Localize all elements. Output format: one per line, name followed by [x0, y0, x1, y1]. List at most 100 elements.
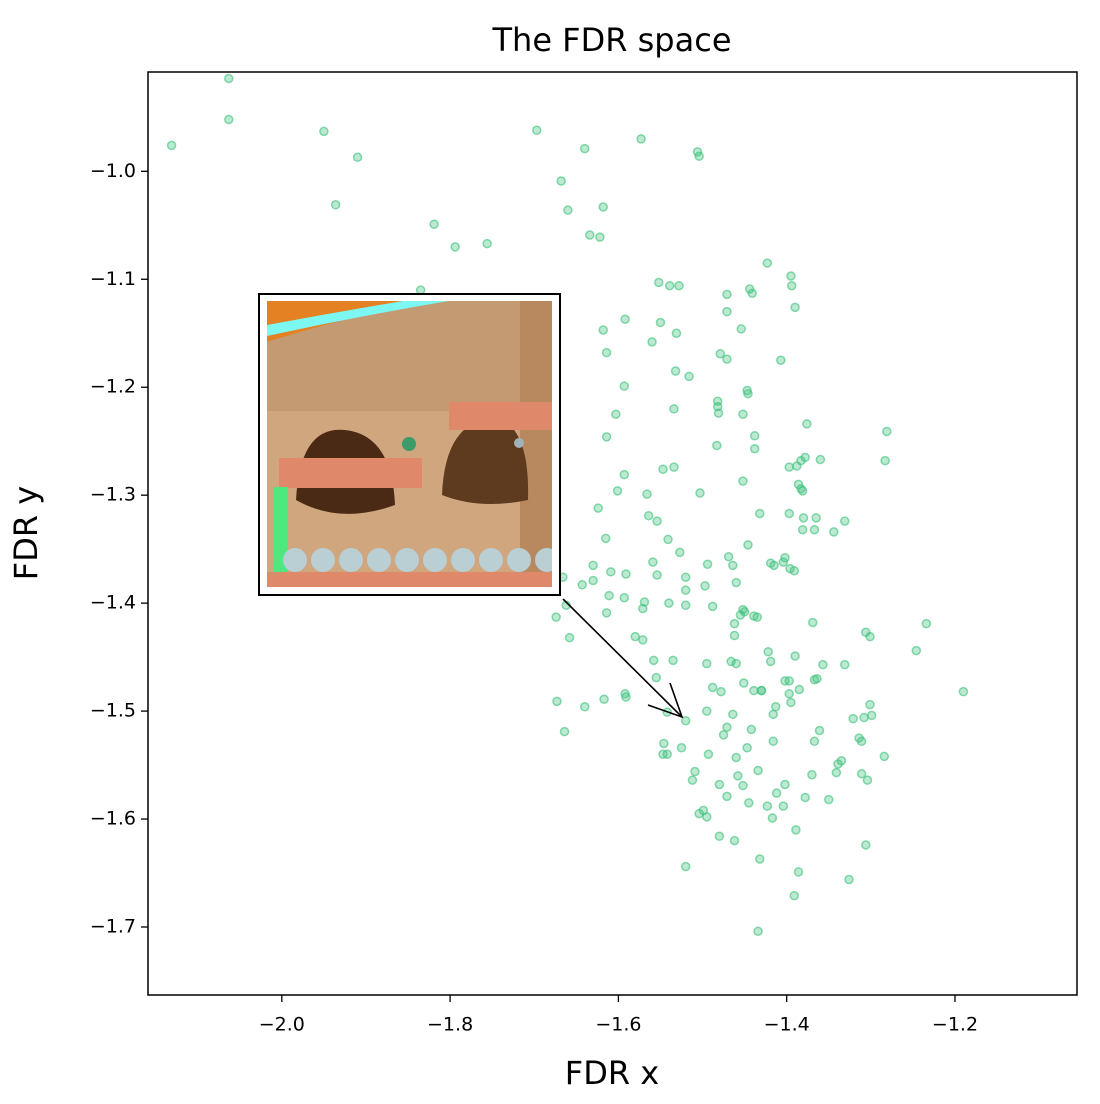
- point: [654, 277, 664, 288]
- point: [797, 486, 808, 496]
- point: [224, 73, 234, 84]
- x-tick-label: −1.8: [427, 1014, 473, 1036]
- point: [793, 867, 804, 877]
- point: [786, 271, 796, 281]
- point: [621, 569, 631, 579]
- point: [680, 572, 691, 582]
- point: [722, 289, 732, 300]
- point: [753, 765, 763, 776]
- point: [718, 730, 729, 740]
- point: [861, 840, 871, 850]
- point: [762, 258, 773, 268]
- point: [809, 524, 820, 535]
- point: [882, 426, 892, 437]
- point: [712, 440, 722, 451]
- point: [744, 798, 754, 808]
- point: [859, 712, 869, 723]
- point: [731, 658, 741, 669]
- point: [743, 540, 753, 550]
- x-axis-label: FDR x: [565, 1054, 659, 1092]
- point: [763, 646, 773, 657]
- point: [659, 738, 669, 749]
- point: [800, 792, 810, 803]
- point: [791, 825, 801, 835]
- point: [789, 565, 800, 576]
- point: [671, 328, 682, 338]
- point: [726, 656, 736, 667]
- point: [866, 710, 877, 721]
- point: [776, 355, 786, 365]
- point: [694, 808, 704, 819]
- point: [611, 409, 621, 419]
- point: [765, 558, 776, 568]
- point: [818, 659, 828, 670]
- point: [824, 794, 834, 805]
- point: [630, 631, 640, 642]
- point: [695, 488, 705, 498]
- point: [723, 551, 734, 562]
- point: [612, 486, 623, 496]
- point: [862, 775, 873, 785]
- point: [601, 432, 612, 442]
- point: [655, 317, 666, 328]
- point: [674, 280, 684, 291]
- point: [755, 508, 765, 519]
- x-tick-label: −1.6: [595, 1014, 641, 1036]
- point: [738, 409, 748, 419]
- point: [749, 431, 760, 441]
- point: [684, 371, 694, 382]
- point: [786, 697, 796, 708]
- point: [809, 736, 820, 747]
- point: [746, 724, 757, 735]
- point: [722, 791, 732, 802]
- point: [728, 709, 738, 720]
- point: [865, 699, 875, 710]
- point: [563, 205, 573, 215]
- point: [789, 890, 800, 901]
- point: [662, 749, 672, 760]
- point: [701, 706, 712, 716]
- point: [958, 686, 969, 697]
- point: [619, 381, 630, 391]
- point: [749, 444, 760, 454]
- chart-title: The FDR space: [491, 21, 731, 59]
- point: [865, 631, 875, 642]
- y-tick-label: −1.2: [90, 376, 136, 398]
- point: [784, 676, 794, 686]
- point: [707, 682, 718, 693]
- point: [768, 736, 778, 747]
- point: [680, 861, 691, 872]
- point: [765, 656, 776, 667]
- point: [749, 685, 759, 696]
- point: [921, 618, 932, 629]
- x-tick-label: −2.0: [259, 1014, 305, 1036]
- point: [352, 152, 363, 163]
- point: [551, 612, 561, 622]
- point: [601, 608, 612, 618]
- point: [556, 176, 566, 186]
- point: [794, 684, 805, 695]
- point: [642, 489, 652, 499]
- y-axis-label: FDR y: [7, 486, 45, 580]
- point: [700, 581, 710, 591]
- point: [450, 242, 460, 252]
- point: [714, 831, 725, 842]
- point: [755, 854, 765, 864]
- point: [330, 200, 341, 210]
- point: [648, 655, 659, 666]
- point: [694, 151, 704, 161]
- point: [790, 302, 800, 313]
- point: [802, 419, 812, 429]
- point: [831, 767, 842, 778]
- inset-image: [258, 293, 561, 596]
- point: [599, 694, 609, 704]
- point: [790, 651, 800, 661]
- point: [619, 469, 630, 480]
- point: [742, 743, 752, 753]
- point: [716, 686, 726, 697]
- point: [713, 408, 724, 418]
- point: [814, 725, 825, 736]
- point: [670, 366, 681, 376]
- x-tick-label: −1.2: [932, 1014, 978, 1036]
- point: [911, 645, 922, 656]
